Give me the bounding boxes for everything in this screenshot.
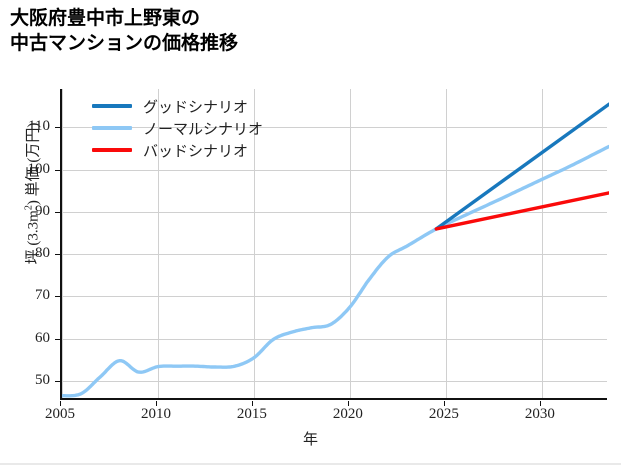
y-gridline [62, 339, 607, 340]
legend-label-bad: バッドシナリオ [143, 143, 249, 160]
y-tick-label: 90 [35, 202, 50, 219]
legend-label-normal: ノーマルシナリオ [143, 121, 264, 138]
legend-swatch-good [92, 104, 132, 108]
y-gridline [62, 127, 607, 128]
y-tick-mark [55, 338, 60, 340]
grid-layer [62, 89, 607, 398]
x-tick-label: 2005 [45, 406, 75, 422]
y-tick-label: 100 [27, 160, 51, 177]
line-normal-scenario [62, 144, 609, 398]
legend-swatch-normal [92, 126, 132, 130]
x-tick-label: 2030 [524, 406, 555, 422]
x-gridline [542, 89, 543, 398]
line-bad-scenario [434, 191, 609, 231]
x-tick-label: 2015 [236, 406, 267, 422]
x-tick-mark [443, 401, 445, 406]
y-tick-label: 80 [35, 245, 50, 262]
plot-area [60, 89, 609, 400]
y-tick-label: 110 [28, 118, 50, 135]
y-gridline [62, 381, 607, 382]
x-gridline [254, 89, 255, 398]
series-layer [62, 102, 609, 398]
x-axis-title: 年 [302, 432, 318, 448]
y-tick-mark [55, 127, 60, 129]
y-axis-title-superscript: 2 [23, 205, 35, 211]
legend-label-good: グッドシナリオ [143, 99, 249, 116]
y-tick-mark [55, 169, 60, 171]
legend-item-good: グッドシナリオ [92, 95, 263, 117]
y-tick-label: 60 [35, 329, 50, 346]
x-tick-mark [155, 401, 157, 406]
x-tick-mark [539, 401, 541, 406]
y-tick-mark [55, 380, 60, 382]
y-axis-title-tail: ) 単価 (万円) [25, 122, 42, 206]
y-tick-label: 70 [35, 287, 50, 304]
x-tick-mark [251, 401, 253, 406]
x-tick-label: 2025 [428, 406, 459, 422]
legend-item-normal: ノーマルシナリオ [92, 117, 263, 139]
legend-swatch-bad [92, 148, 132, 152]
x-tick-label: 2010 [140, 406, 171, 422]
x-tick-mark [347, 401, 349, 406]
y-tick-mark [55, 296, 60, 298]
line-good-scenario [434, 102, 609, 231]
x-tick-mark [60, 401, 61, 406]
x-tick-label: 2020 [332, 406, 363, 422]
chart-legend: グッドシナリオ ノーマルシナリオ バッドシナリオ [88, 93, 267, 163]
y-axis-title: 坪 (3.3m2) 単価 (万円) [22, 44, 43, 344]
x-gridline [350, 89, 351, 398]
x-gridline [158, 89, 159, 398]
x-gridline [446, 89, 447, 398]
chart-title: 大阪府豊中市上野東の 中古マンションの価格推移 [10, 8, 239, 54]
y-tick-mark [55, 211, 60, 213]
y-axis-title-main: 坪 (3.3m [25, 210, 42, 265]
y-gridline [62, 170, 607, 171]
y-gridline [62, 212, 607, 213]
y-gridline [62, 296, 607, 297]
legend-item-bad: バッドシナリオ [92, 139, 263, 161]
y-tick-label: 50 [35, 371, 50, 388]
x-gridline [62, 89, 63, 398]
y-gridline [62, 254, 607, 255]
y-tick-mark [55, 254, 60, 256]
